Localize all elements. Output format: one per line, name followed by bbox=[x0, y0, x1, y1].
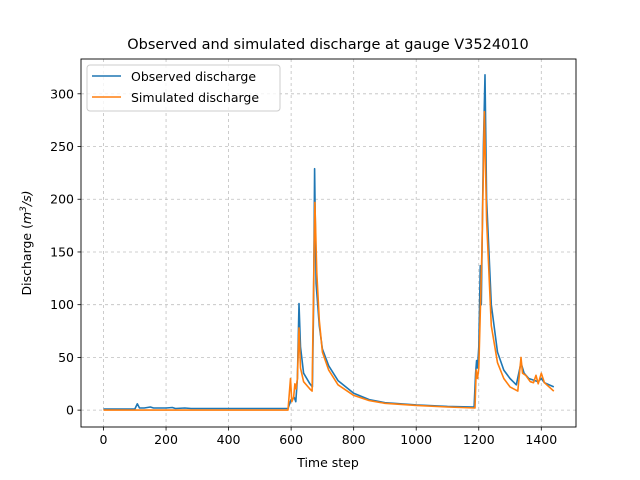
chart-title: Observed and simulated discharge at gaug… bbox=[127, 37, 528, 53]
legend: Observed discharge Simulated discharge bbox=[86, 64, 281, 112]
y-tick-label: 300 bbox=[50, 86, 74, 101]
x-tick-label: 400 bbox=[217, 432, 241, 447]
y-tick-label: 100 bbox=[50, 297, 74, 312]
x-tick-label: 800 bbox=[342, 432, 366, 447]
y-tick-label: 250 bbox=[50, 139, 74, 154]
x-axis-label: Time step bbox=[296, 455, 359, 470]
x-tick-label: 1000 bbox=[400, 432, 432, 447]
y-tick-label: 150 bbox=[50, 244, 74, 259]
observed-discharge-line bbox=[103, 74, 555, 410]
x-tick-label: 1200 bbox=[463, 432, 495, 447]
y-axis-label: Discharge (m3/s) bbox=[19, 191, 34, 296]
y-tick-label: 200 bbox=[50, 192, 74, 207]
axes-frame bbox=[80, 58, 577, 428]
simulated-discharge-line bbox=[103, 110, 555, 411]
y-tick-label: 50 bbox=[58, 350, 74, 365]
series-lines bbox=[103, 74, 555, 411]
x-tick-label: 600 bbox=[279, 432, 303, 447]
legend-label-observed: Observed discharge bbox=[131, 69, 256, 84]
legend-box bbox=[86, 64, 281, 112]
x-tick-label: 1400 bbox=[525, 432, 557, 447]
x-tick-label: 0 bbox=[100, 432, 108, 447]
ticks: 0 200 400 600 800 1000 1200 1400 0 50 100 150 200 250… bbox=[50, 86, 557, 447]
x-tick-label: 200 bbox=[154, 432, 178, 447]
legend-label-simulated: Simulated discharge bbox=[131, 90, 259, 105]
grid bbox=[81, 59, 576, 427]
y-tick-label: 0 bbox=[66, 403, 74, 418]
